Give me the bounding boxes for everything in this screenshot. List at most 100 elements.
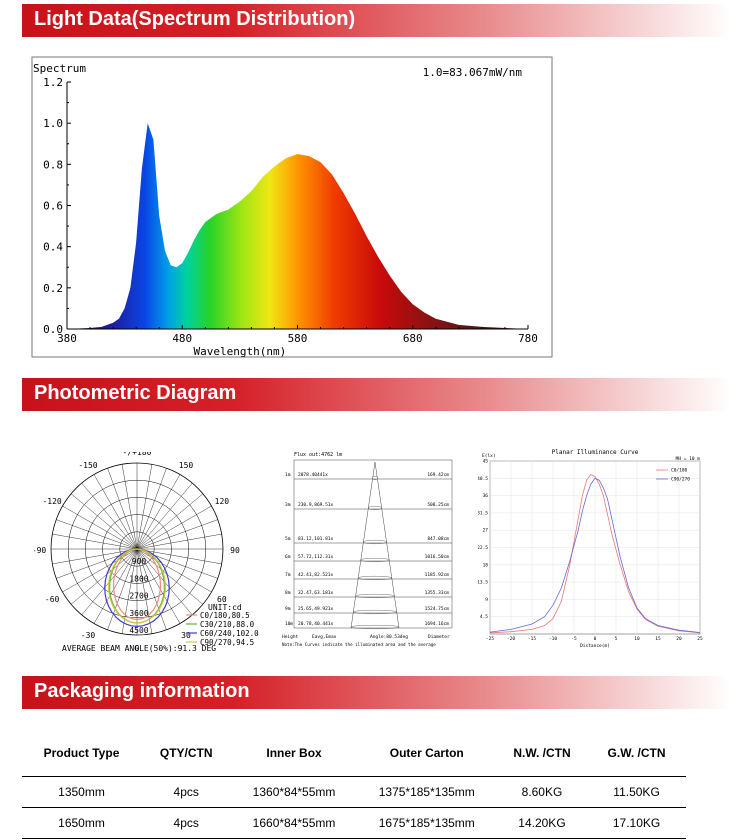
plan-x-tick-label: -15 xyxy=(528,636,536,642)
cone-ellipse xyxy=(360,557,390,562)
polar-radial-label: 4500 xyxy=(129,626,148,635)
table-cell: 11.50KG xyxy=(613,785,660,799)
polar-spoke xyxy=(62,505,138,550)
polar-spoke xyxy=(136,548,204,605)
cone-height: 6m xyxy=(285,554,291,560)
y-tick-label: 0.4 xyxy=(43,241,63,254)
x-tick-label: 380 xyxy=(57,332,77,345)
polar-angle-label: -120 xyxy=(42,497,61,506)
cone-note: Note:The Curves indicate the illuminated… xyxy=(282,642,436,647)
plan-y-tick-label: 45 xyxy=(483,459,489,465)
table-cell: 1660*84*55mm xyxy=(252,816,336,830)
plan-x-tick-label: -25 xyxy=(486,636,494,642)
x-tick-label: 780 xyxy=(518,332,538,345)
cone-title: Flux out:4762 lm xyxy=(294,452,342,458)
polar-radial-label: 3600 xyxy=(129,609,148,618)
polar-angle-label: -150 xyxy=(78,461,97,470)
plan-title: Planar Illuminance Curve xyxy=(552,449,639,456)
x-tick-label: 580 xyxy=(288,332,308,345)
cone-height: 8m xyxy=(285,590,291,596)
polar-angle-label: -30 xyxy=(81,631,96,640)
cone-height: 3m xyxy=(285,502,291,508)
polar-angle-label: -/+180 xyxy=(123,452,152,457)
table-header-row: Product Type QTY/CTN Inner Box Outer Car… xyxy=(22,730,686,777)
x-axis-title: Wavelength(nm) xyxy=(194,345,287,358)
cone-illuminance: 32.47,63.181x xyxy=(298,590,334,596)
plan-y-tick-label: 9 xyxy=(485,597,488,603)
cone-diameter: 169.42cm xyxy=(427,472,449,478)
cone-col-header: Angle:80.53deg xyxy=(370,634,408,640)
polar-curve xyxy=(104,548,170,628)
polar-unit-label: UNIT:cd xyxy=(208,603,242,612)
cone-edge xyxy=(350,461,376,629)
plan-series-line xyxy=(489,474,701,634)
x-tick-label: 680 xyxy=(403,332,423,345)
polar-diagram: -/+180 150 120 90 60 30 0 -30 -60 -90 -120 -150 900 1… xyxy=(34,452,259,653)
photometric-banner: Photometric Diagram xyxy=(22,378,732,411)
plan-x-tick-label: -20 xyxy=(507,636,515,642)
cone-ellipse xyxy=(357,575,393,580)
table-cell: 1675*185*135mm xyxy=(378,816,475,830)
plan-x-tick-label: 20 xyxy=(676,636,682,642)
cone-col-header: Eavg,Emax xyxy=(312,634,337,640)
cone-ellipse xyxy=(363,539,387,544)
y-tick-label: 0.2 xyxy=(43,282,63,295)
polar-angle-label: -90 xyxy=(34,546,46,555)
polar-spoke xyxy=(136,468,167,550)
polar-spoke xyxy=(52,548,138,565)
polar-angle-label: 120 xyxy=(215,497,230,506)
polar-angle-label: 90 xyxy=(230,546,240,555)
table-cell: 1650mm xyxy=(58,816,105,830)
polar-spoke xyxy=(136,464,153,550)
cone-height: 10m xyxy=(285,621,293,627)
polar-spoke xyxy=(136,505,212,550)
y-tick-label: 1.2 xyxy=(43,76,63,89)
plan-y-tick-label: 13.5 xyxy=(478,580,488,586)
cone-ellipse xyxy=(372,476,378,481)
plan-y-tick-label: 31.5 xyxy=(478,510,488,516)
legend-label: C60/240,102.0 xyxy=(200,629,259,638)
table-cell: 17.10KG xyxy=(612,816,661,830)
plan-legend-label: C0/180 xyxy=(671,468,688,474)
plan-y-tick-label: 22.5 xyxy=(478,545,488,551)
cone-height: 7m xyxy=(285,572,291,578)
plan-x-tick-label: -10 xyxy=(549,636,557,642)
cone-diameter: 847.08cm xyxy=(427,536,449,542)
cone-illuminance: 42.41,82.521x xyxy=(298,572,334,578)
polar-spoke xyxy=(136,474,181,550)
polar-spoke xyxy=(93,474,138,550)
cone-diameter: 1524.75cm xyxy=(425,606,450,612)
polar-radial-label: 2700 xyxy=(129,592,148,601)
col-header: Product Type xyxy=(43,746,120,760)
table-cell: 1375*185*135mm xyxy=(378,785,475,799)
y-tick-label: 0.0 xyxy=(43,323,63,336)
cone-height: 1m xyxy=(285,472,291,478)
light-data-banner: Light Data(Spectrum Distribution) xyxy=(22,4,732,37)
cone-ellipse xyxy=(352,609,398,614)
polar-spoke xyxy=(107,468,138,550)
spectrum-area xyxy=(67,123,528,329)
polar-spoke xyxy=(107,548,138,630)
table-row: 1350mm 4pcs 1360*84*55mm 1375*185*135mm … xyxy=(22,777,686,808)
table-cell: 1350mm xyxy=(58,785,105,799)
y-tick-label: 0.6 xyxy=(43,200,63,213)
cone-col-header: Height xyxy=(282,634,299,640)
plan-ylabel: E(lx) xyxy=(482,453,496,459)
polar-radial-label: 900 xyxy=(132,557,147,566)
spectrum-chart: 0.0 0.2 0.4 0.6 0.8 1.0 1.2 380 480 580 680 780 Spec… xyxy=(31,56,553,358)
polar-spoke xyxy=(56,519,138,550)
polar-spoke xyxy=(93,548,138,624)
polar-spoke xyxy=(121,464,138,550)
polar-spoke xyxy=(136,548,167,630)
polar-spoke xyxy=(70,493,138,550)
chart-frame xyxy=(31,56,553,358)
plan-y-tick-label: 36 xyxy=(483,493,489,499)
plan-x-tick-label: 10 xyxy=(634,636,640,642)
table-cell: 1360*84*55mm xyxy=(252,785,336,799)
table-row: 1650mm 4pcs 1660*84*55mm 1675*185*135mm … xyxy=(22,808,686,839)
cone-illuminance: 230.9,869.51x xyxy=(298,502,334,508)
polar-curve xyxy=(108,548,166,624)
plan-series-line xyxy=(489,477,701,633)
polar-spoke xyxy=(136,519,218,550)
y-axis-title: Spectrum xyxy=(33,62,86,75)
